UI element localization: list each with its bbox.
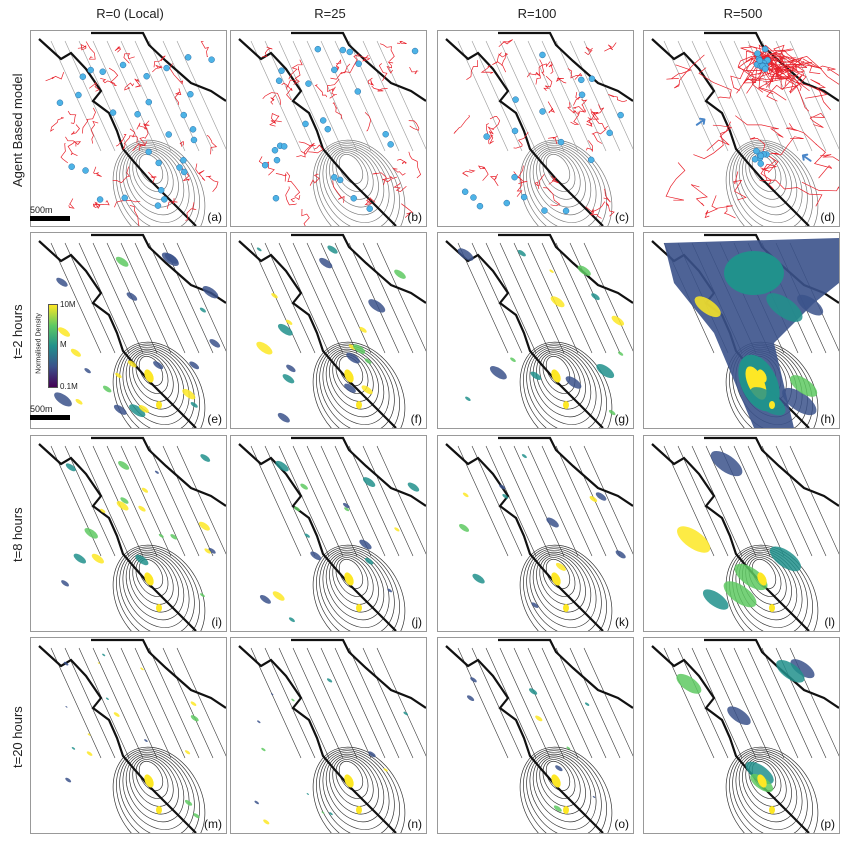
scalebar-bar	[30, 415, 70, 420]
panel-a: (a)	[30, 30, 227, 227]
panel-label: (l)	[824, 615, 835, 629]
colorbar-title: Normalised Density	[35, 313, 43, 374]
panel-label: (c)	[615, 210, 629, 224]
panel-e: (e)	[30, 232, 227, 429]
map-svg	[238, 233, 426, 428]
panel-label: (p)	[820, 817, 835, 831]
row-header-agent: Agent Based model	[10, 73, 25, 187]
column-header-r100: R=100	[517, 6, 557, 21]
panel-label: (k)	[615, 615, 629, 629]
panel-label: (e)	[207, 412, 222, 426]
panel-f: (f)	[230, 232, 427, 429]
map-svg	[651, 31, 839, 226]
panel-label: (j)	[411, 615, 422, 629]
panel-label: (b)	[407, 210, 422, 224]
panel-label: (h)	[820, 412, 835, 426]
panel-label: (m)	[204, 817, 222, 831]
map-svg	[238, 436, 426, 631]
map-svg	[38, 31, 226, 226]
panel-label: (n)	[407, 817, 422, 831]
panel-o: (o)	[437, 637, 634, 834]
panel-p: (p)	[643, 637, 840, 834]
panel-label: (a)	[207, 210, 222, 224]
panel-b: (b)	[230, 30, 427, 227]
column-header-r500: R=500	[723, 6, 763, 21]
panel-j: (j)	[230, 435, 427, 632]
panel-d: (d)	[643, 30, 840, 227]
panel-label: (g)	[614, 412, 629, 426]
panel-i: (i)	[30, 435, 227, 632]
panel-label: (o)	[614, 817, 629, 831]
colorbar-gradient	[48, 304, 58, 388]
map-svg	[651, 638, 839, 833]
map-svg	[651, 436, 839, 631]
panel-n: (n)	[230, 637, 427, 834]
scalebar-bar	[30, 216, 70, 221]
map-svg	[651, 233, 839, 428]
panel-h: (h)	[643, 232, 840, 429]
panel-m: (m)	[30, 637, 227, 834]
panel-g: (g)	[437, 232, 634, 429]
panel-label: (d)	[820, 210, 835, 224]
panel-label: (f)	[410, 412, 422, 426]
colorbar-tick-bottom: 0.1M	[60, 382, 78, 391]
panel-k: (k)	[437, 435, 634, 632]
panel-l: (l)	[643, 435, 840, 632]
scalebar-label: 500m	[30, 404, 53, 414]
map-svg	[38, 233, 226, 428]
row-header-t2: t=2 hours	[10, 304, 25, 360]
map-svg	[238, 31, 426, 226]
scalebar-e: 500m	[30, 404, 70, 420]
row-header-t20: t=20 hours	[10, 706, 25, 768]
column-header-r25: R=25	[314, 6, 346, 21]
colorbar: Normalised Density 10M M 0.1M	[36, 300, 106, 395]
scalebar-a: 500m	[30, 205, 70, 221]
map-svg	[445, 31, 633, 226]
map-svg	[38, 638, 226, 833]
panel-c: (c)	[437, 30, 634, 227]
colorbar-tick-mid: M	[60, 340, 67, 349]
map-svg	[238, 638, 426, 833]
map-svg	[445, 638, 633, 833]
map-svg	[445, 436, 633, 631]
column-header-r0: R=0 (Local)	[96, 6, 164, 21]
colorbar-tick-top: 10M	[60, 300, 76, 309]
map-svg	[445, 233, 633, 428]
row-header-t8: t=8 hours	[10, 507, 25, 563]
map-svg	[38, 436, 226, 631]
scalebar-label: 500m	[30, 205, 53, 215]
panel-label: (i)	[211, 615, 222, 629]
